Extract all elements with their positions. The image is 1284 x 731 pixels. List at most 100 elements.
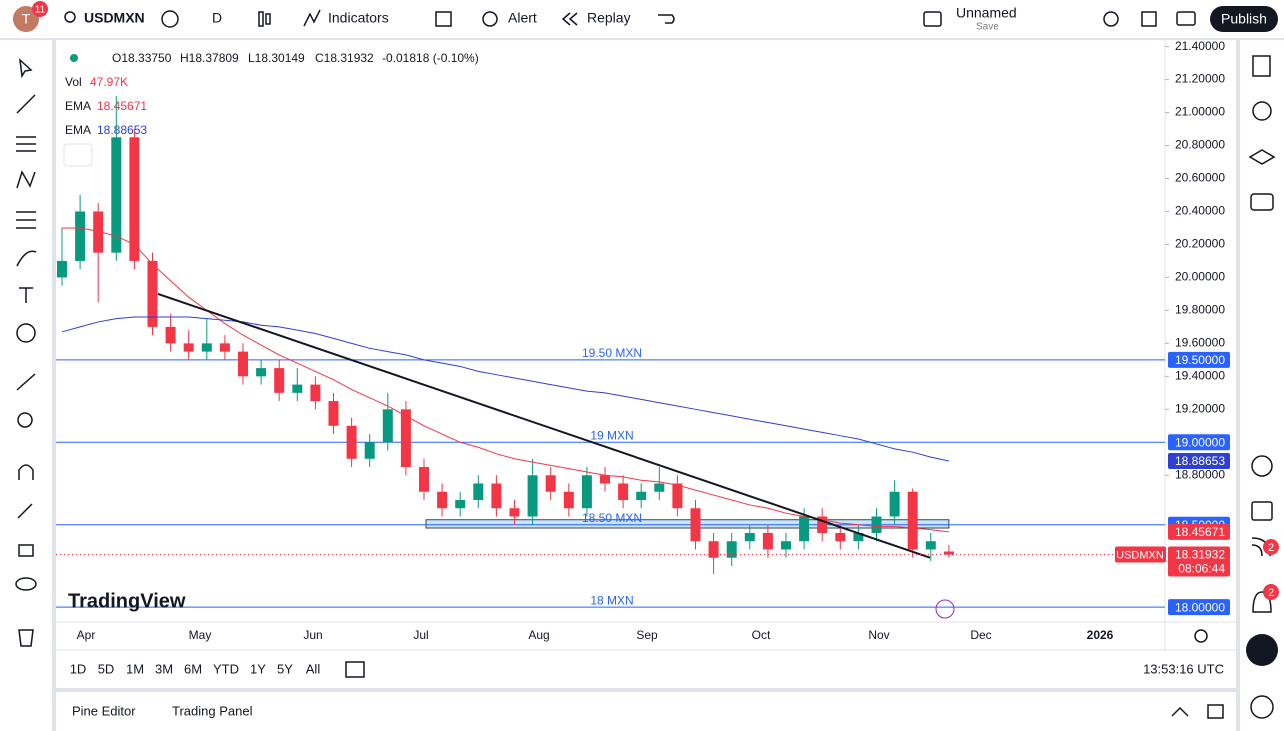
layout-icon[interactable] xyxy=(923,11,942,27)
level-badge-bg xyxy=(1168,434,1230,451)
candle-body xyxy=(364,442,375,459)
y-tick-label: 20.00000 xyxy=(1175,270,1225,284)
text-tool[interactable] xyxy=(19,287,33,303)
ideas-widget[interactable] xyxy=(1251,455,1273,477)
status-dot xyxy=(70,54,78,62)
layers-widget[interactable] xyxy=(1248,149,1276,165)
candle-body xyxy=(437,491,448,509)
apps-button[interactable] xyxy=(1246,634,1278,666)
candle-body xyxy=(400,409,411,468)
help-button[interactable] xyxy=(1250,695,1274,719)
watermark: TradingView xyxy=(68,590,186,612)
range-button[interactable]: 5D xyxy=(98,661,115,676)
visibility-tool[interactable] xyxy=(15,577,37,591)
range-button[interactable]: 1M xyxy=(126,661,144,676)
search-icon[interactable] xyxy=(64,11,76,23)
avatar-badge: 11 xyxy=(35,5,46,16)
notifications-widget[interactable] xyxy=(1252,591,1272,613)
range-button[interactable]: All xyxy=(306,661,321,676)
legend-change: -0.01818 (-0.10%) xyxy=(382,51,479,65)
candle-body xyxy=(183,343,194,352)
brush-tool[interactable] xyxy=(16,250,37,267)
clock: 13:53:16 UTC xyxy=(1143,661,1224,676)
range-button[interactable]: 3M xyxy=(155,661,173,676)
ema-badge-bg xyxy=(1168,452,1230,469)
snapshot-icon[interactable] xyxy=(1176,11,1196,26)
range-button[interactable]: 1D xyxy=(70,661,87,676)
candle-body xyxy=(238,351,248,377)
lock-tool[interactable] xyxy=(18,544,34,557)
chat-widget[interactable] xyxy=(1250,193,1274,211)
zoom-tool[interactable] xyxy=(17,412,33,428)
trendline xyxy=(157,292,931,559)
replay-icon[interactable] xyxy=(561,12,578,26)
range-button[interactable]: YTD xyxy=(213,661,239,676)
publish[interactable]: Publish xyxy=(1221,11,1267,27)
layouts-icon[interactable] xyxy=(435,11,452,27)
line-tool[interactable] xyxy=(16,94,36,114)
alert-icon[interactable] xyxy=(482,11,498,27)
indicators-icon[interactable] xyxy=(303,9,321,27)
maximize-panel[interactable] xyxy=(1207,704,1224,719)
range-button[interactable]: 5Y xyxy=(277,661,293,676)
panel-tab[interactable]: Trading Panel xyxy=(172,703,253,718)
collapse-legend[interactable] xyxy=(63,143,93,167)
y-tick-label: 18.80000 xyxy=(1175,467,1225,481)
candle-body xyxy=(111,137,122,253)
cursor-tool[interactable] xyxy=(19,58,33,79)
y-tick-label: 19.40000 xyxy=(1175,369,1225,383)
panel-tab[interactable]: Pine Editor xyxy=(72,703,136,718)
fullscreen-icon[interactable] xyxy=(1141,11,1157,27)
level-badge: 18.00000 xyxy=(1175,600,1225,614)
add-symbol[interactable] xyxy=(161,10,179,28)
watchlist[interactable] xyxy=(1252,55,1271,77)
vol-value: 47.97K xyxy=(90,75,128,89)
symbol[interactable]: USDMXN xyxy=(84,10,145,26)
avatar[interactable] xyxy=(13,6,39,32)
settings-icon[interactable] xyxy=(1103,11,1119,27)
candle-body xyxy=(256,368,267,377)
candle-body xyxy=(654,483,665,492)
pencil-lock[interactable] xyxy=(17,503,33,519)
x-tick-label: Sep xyxy=(636,628,658,642)
candle-body xyxy=(835,532,846,542)
calendar-widget[interactable] xyxy=(1251,501,1273,521)
interval[interactable]: D xyxy=(212,10,222,26)
alert[interactable]: Alert xyxy=(508,10,537,26)
channel-tool[interactable] xyxy=(16,136,36,152)
fib-tool[interactable] xyxy=(16,211,36,229)
price-badge-bg xyxy=(1168,546,1230,577)
y-tick-label: 21.40000 xyxy=(1175,39,1225,53)
candle-body xyxy=(907,491,918,550)
events-icon[interactable] xyxy=(935,599,955,619)
collapse-panel[interactable] xyxy=(1171,706,1189,717)
alerts-widget[interactable] xyxy=(1252,101,1272,121)
chart-pane xyxy=(56,40,1236,688)
date-range-icon[interactable] xyxy=(345,661,365,678)
zone xyxy=(425,519,950,529)
notif-badge-bg xyxy=(1263,584,1279,600)
level-badge: 19.00000 xyxy=(1175,435,1225,449)
replay[interactable]: Replay xyxy=(587,10,631,26)
indicators[interactable]: Indicators xyxy=(328,10,389,26)
candle-body xyxy=(75,211,86,261)
candle-body xyxy=(708,541,719,558)
pattern-tool[interactable] xyxy=(16,170,36,189)
save[interactable]: Save xyxy=(976,22,999,33)
ema-badge-bg xyxy=(1168,523,1230,540)
ema-badge: 18.45671 xyxy=(1175,525,1225,539)
range-button[interactable]: 1Y xyxy=(250,661,266,676)
candle-body xyxy=(545,475,556,492)
publish-button[interactable] xyxy=(1210,6,1278,32)
magnet-tool[interactable] xyxy=(18,464,34,480)
candle-body xyxy=(310,384,321,402)
range-button[interactable]: 6M xyxy=(184,661,202,676)
axis-settings[interactable] xyxy=(1194,629,1208,643)
ruler-tool[interactable] xyxy=(16,373,36,391)
trash-tool[interactable] xyxy=(18,629,34,647)
chart-type-icon[interactable] xyxy=(258,11,264,27)
layout-name[interactable]: Unnamed xyxy=(956,5,1017,21)
symbol-tag: USDMXN xyxy=(1116,549,1164,561)
undo[interactable] xyxy=(658,14,675,24)
emoji-tool[interactable] xyxy=(16,323,36,343)
